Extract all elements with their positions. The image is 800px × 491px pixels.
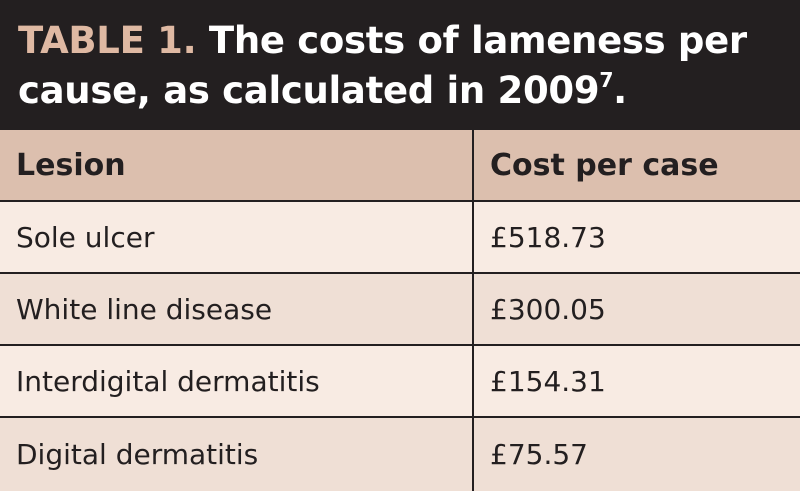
table-caption-end: . <box>613 69 627 112</box>
table-header-row: Lesion Cost per case <box>0 130 800 202</box>
table-row: White line disease £300.05 <box>0 274 800 346</box>
table-number-label: TABLE 1. <box>18 19 197 62</box>
table-row: Interdigital dermatitis £154.31 <box>0 346 800 418</box>
cost-cell: £300.05 <box>474 274 800 344</box>
table-caption: TABLE 1. The costs of lameness per cause… <box>18 16 788 116</box>
lesion-cell: Digital dermatitis <box>0 418 474 491</box>
header-lesion: Lesion <box>0 130 474 200</box>
table-caption-text: The costs of lameness per cause, as calc… <box>18 19 747 112</box>
lesion-cell: Interdigital dermatitis <box>0 346 474 416</box>
cost-cell: £518.73 <box>474 202 800 272</box>
header-cost-per-case: Cost per case <box>474 130 800 200</box>
cost-cell: £154.31 <box>474 346 800 416</box>
table-row: Digital dermatitis £75.57 <box>0 418 800 491</box>
table-row: Sole ulcer £518.73 <box>0 202 800 274</box>
reference-superscript: 7 <box>599 67 614 92</box>
cost-cell: £75.57 <box>474 418 800 491</box>
lesion-cell: Sole ulcer <box>0 202 474 272</box>
costs-table: Lesion Cost per case Sole ulcer £518.73 … <box>0 128 800 491</box>
lesion-cell: White line disease <box>0 274 474 344</box>
